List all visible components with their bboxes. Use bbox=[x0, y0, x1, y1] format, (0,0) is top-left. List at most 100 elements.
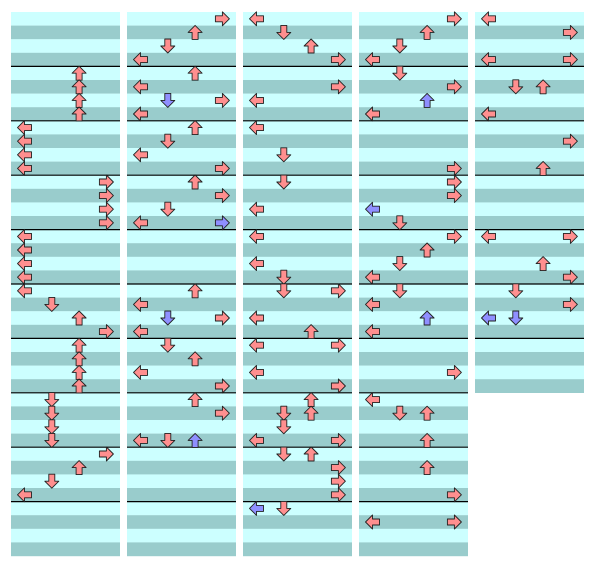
right-arrow-note bbox=[446, 514, 462, 530]
chart-column-4 bbox=[359, 11, 468, 557]
row-stripe bbox=[127, 66, 236, 81]
row-stripe bbox=[475, 161, 584, 176]
row-stripe bbox=[359, 120, 468, 135]
row-stripe bbox=[243, 420, 352, 434]
down-arrow-note bbox=[276, 269, 292, 285]
row-stripe bbox=[243, 311, 352, 325]
row-stripe bbox=[11, 39, 120, 53]
right-arrow-note bbox=[214, 378, 230, 394]
up-arrow-note bbox=[187, 283, 203, 299]
left-arrow-note bbox=[133, 52, 148, 68]
row-stripe bbox=[359, 352, 468, 366]
row-stripe bbox=[11, 474, 120, 489]
row-stripe bbox=[11, 120, 120, 135]
row-stripe bbox=[475, 202, 584, 217]
row-stripe bbox=[11, 134, 120, 149]
right-arrow-note bbox=[214, 160, 230, 176]
row-stripe bbox=[11, 515, 120, 529]
row-stripe bbox=[243, 202, 352, 217]
row-stripe bbox=[243, 338, 352, 353]
row-stripe bbox=[11, 256, 120, 271]
row-stripe bbox=[127, 542, 236, 557]
row-stripe bbox=[243, 107, 352, 121]
right-arrow-note bbox=[446, 188, 462, 204]
row-stripe bbox=[359, 433, 468, 448]
row-stripe bbox=[475, 107, 584, 121]
row-stripe bbox=[243, 216, 352, 230]
chart-column-1 bbox=[11, 12, 120, 557]
row-stripe bbox=[127, 107, 236, 121]
row-stripe bbox=[127, 188, 236, 203]
row-stripe bbox=[127, 161, 236, 176]
row-stripe bbox=[11, 297, 120, 312]
row-stripe bbox=[243, 297, 352, 312]
row-stripe bbox=[359, 447, 468, 461]
row-stripe bbox=[127, 338, 236, 353]
row-stripe bbox=[359, 324, 468, 339]
down-arrow-note bbox=[392, 38, 408, 54]
row-stripe bbox=[11, 311, 120, 325]
row-stripe bbox=[243, 188, 352, 203]
row-stripe bbox=[11, 12, 120, 26]
row-stripe bbox=[243, 460, 352, 475]
row-stripe bbox=[359, 93, 468, 108]
row-stripe bbox=[243, 542, 352, 557]
row-stripe bbox=[127, 284, 236, 298]
left-arrow-note bbox=[249, 310, 264, 326]
right-arrow-note bbox=[562, 24, 578, 40]
row-stripe bbox=[127, 148, 236, 162]
row-stripe bbox=[359, 25, 468, 40]
up-arrow-note bbox=[535, 79, 551, 95]
row-stripe bbox=[243, 39, 352, 53]
row-stripe bbox=[359, 392, 468, 407]
row-stripe bbox=[127, 229, 236, 244]
left-arrow-note bbox=[249, 201, 264, 217]
row-stripe bbox=[359, 474, 468, 489]
left-arrow-note bbox=[365, 52, 380, 68]
up-arrow-note bbox=[187, 392, 203, 408]
up-arrow-note bbox=[419, 460, 435, 476]
down-arrow-note bbox=[276, 283, 292, 299]
left-arrow-note bbox=[17, 487, 32, 503]
row-stripe bbox=[243, 80, 352, 94]
row-stripe bbox=[243, 270, 352, 285]
left-arrow-note bbox=[481, 106, 496, 122]
row-stripe bbox=[11, 379, 120, 393]
row-stripe bbox=[127, 93, 236, 108]
row-stripe bbox=[359, 216, 468, 230]
row-stripe bbox=[475, 148, 584, 162]
down-arrow-note bbox=[44, 419, 60, 435]
row-stripe bbox=[11, 352, 120, 366]
row-stripe bbox=[243, 148, 352, 162]
row-stripe bbox=[127, 447, 236, 461]
row-stripe bbox=[475, 120, 584, 135]
row-stripe bbox=[359, 488, 468, 502]
left-arrow-note bbox=[133, 106, 148, 122]
row-stripe bbox=[475, 365, 584, 380]
down-arrow-note bbox=[160, 310, 176, 326]
row-stripe bbox=[127, 243, 236, 257]
down-arrow-note bbox=[392, 215, 408, 231]
left-arrow-note bbox=[481, 11, 496, 27]
row-stripe bbox=[359, 229, 468, 244]
up-arrow-note bbox=[419, 92, 435, 108]
left-arrow-note bbox=[249, 337, 264, 353]
row-stripe bbox=[127, 297, 236, 312]
up-arrow-note bbox=[71, 378, 87, 394]
left-arrow-note bbox=[365, 269, 380, 285]
left-arrow-note bbox=[365, 106, 380, 122]
row-stripe bbox=[11, 338, 120, 353]
right-arrow-note bbox=[98, 215, 114, 231]
up-arrow-note bbox=[535, 160, 551, 176]
row-stripe bbox=[127, 175, 236, 189]
row-stripe bbox=[359, 80, 468, 94]
row-stripe bbox=[243, 433, 352, 448]
down-arrow-note bbox=[44, 392, 60, 408]
row-stripe bbox=[359, 175, 468, 189]
row-stripe bbox=[359, 284, 468, 298]
down-arrow-note bbox=[160, 432, 176, 448]
row-stripe bbox=[475, 12, 584, 26]
row-stripe bbox=[127, 256, 236, 271]
row-stripe bbox=[11, 243, 120, 257]
up-arrow-note bbox=[71, 460, 87, 476]
